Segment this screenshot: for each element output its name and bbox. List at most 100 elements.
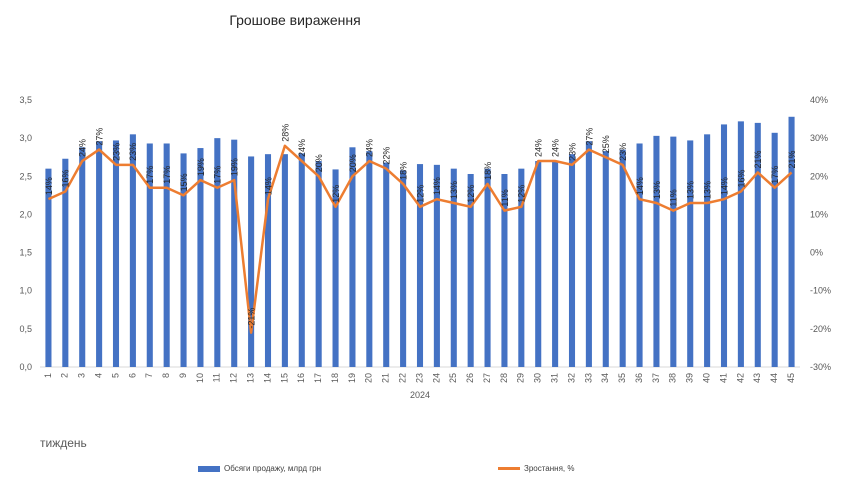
growth-data-label: 22%: [382, 147, 392, 165]
growth-data-label: 15%: [179, 173, 189, 191]
growth-data-label: 13%: [702, 181, 712, 199]
x-axis-tick-label: 27: [482, 373, 492, 383]
x-axis-tick-label: 2: [60, 373, 70, 378]
x-axis-tick-label: 29: [516, 373, 526, 383]
growth-data-label: 17%: [213, 166, 223, 184]
x-axis-tick-label: 37: [651, 373, 661, 383]
x-axis-tick-label: 5: [110, 373, 120, 378]
growth-data-labels: 14% 16% 24% 27% 23% 23% 17% 17% 15% 19% 17% 19% -21%…: [44, 124, 797, 329]
x-axis-tick-label: 14: [262, 373, 272, 383]
left-axis-tick-label: 3,5: [19, 95, 32, 105]
x-axis-tick-label: 12: [229, 373, 239, 383]
x-axis-tick-label: 15: [279, 373, 289, 383]
left-axis-tick-label: 0,0: [19, 362, 32, 372]
sales-bar: [416, 164, 424, 367]
growth-data-label: 27%: [94, 128, 104, 146]
sales-bar: [535, 161, 542, 367]
sales-bar: [720, 124, 728, 367]
left-axis-tick-label: 2,0: [19, 209, 32, 219]
sales-bar: [704, 134, 711, 367]
sales-bar: [112, 140, 120, 367]
sales-bar: [281, 154, 288, 367]
sales-bar: [450, 168, 457, 367]
x-axis-tick-label: 9: [178, 373, 188, 378]
x-axis-tick-label: 20: [364, 373, 374, 383]
growth-data-label: 20%: [314, 154, 324, 172]
sales-bar: [552, 161, 559, 367]
growth-data-label: 23%: [618, 143, 628, 161]
right-axis-tick-label: 0%: [810, 248, 823, 258]
growth-data-label: 23%: [111, 143, 121, 161]
sales-bar: [670, 136, 677, 367]
growth-data-label: 24%: [78, 139, 88, 157]
growth-data-label: 21%: [753, 150, 763, 168]
growth-data-label: 20%: [348, 154, 358, 172]
x-axis-tick-label: 23: [414, 373, 424, 383]
chart-title: Грошове вираження: [229, 12, 361, 28]
right-axis-ticks: -30% -20% -10% 0% 10% 20% 30% 40%: [810, 95, 831, 372]
x-axis-tick-label: 38: [668, 373, 678, 383]
sales-bar: [366, 151, 373, 367]
x-axis-tick-label: 19: [347, 373, 357, 383]
sales-bar: [619, 149, 626, 367]
sales-bar: [653, 135, 660, 367]
growth-data-label: 24%: [534, 139, 544, 157]
sales-bar: [298, 153, 305, 367]
x-axis-tick-label: 43: [752, 373, 762, 383]
growth-data-label: 12%: [331, 185, 341, 203]
left-axis-ticks: 0,0 0,5 1,0 1,5 2,0 2,5 3,0 3,5: [19, 95, 32, 372]
growth-data-label: 21%: [787, 150, 797, 168]
growth-data-label: 18%: [483, 162, 493, 180]
sales-bar: [501, 173, 508, 367]
growth-data-label: 24%: [365, 139, 375, 157]
right-axis-tick-label: 30%: [810, 133, 828, 143]
left-axis-tick-label: 1,5: [19, 248, 32, 258]
x-axis-tick-label: 3: [77, 373, 87, 378]
growth-data-label: 17%: [770, 166, 780, 184]
sales-bar: [602, 151, 609, 367]
x-axis-tick-label: 16: [296, 373, 306, 383]
growth-data-label: 14%: [635, 177, 645, 195]
x-axis-tick-label: 21: [381, 373, 391, 383]
growth-data-label: 19%: [196, 158, 206, 176]
x-axis-tick-label: 17: [313, 373, 323, 383]
right-axis-tick-label: 20%: [810, 171, 828, 181]
growth-data-label: 11%: [669, 189, 679, 206]
growth-data-label: 19%: [230, 158, 240, 176]
x-axis-tick-label: 10: [195, 373, 205, 383]
x-axis-tick-label: 33: [583, 373, 593, 383]
x-axis-tick-label: 18: [330, 373, 340, 383]
sales-bar: [636, 143, 643, 367]
growth-data-label: 14%: [719, 177, 729, 195]
growth-data-label: 13%: [686, 181, 696, 199]
sales-bar: [568, 154, 576, 367]
x-axis-tick-label: 4: [93, 373, 103, 378]
sales-bar: [197, 148, 204, 367]
x-axis-tick-label: 13: [245, 373, 255, 383]
sales-bar: [383, 162, 390, 367]
sales-bar: [214, 138, 221, 367]
sales-bar: [231, 139, 238, 367]
sales-bar: [180, 153, 187, 367]
sales-bar: [737, 121, 744, 367]
growth-data-label: 27%: [584, 128, 594, 146]
left-axis-tick-label: 3,0: [19, 133, 32, 143]
growth-data-label: 16%: [61, 170, 71, 188]
growth-data-label: 25%: [601, 135, 611, 153]
x-axis-year-label: 2024: [410, 390, 430, 400]
sales-bar: [96, 141, 103, 367]
x-axis-tick-label: 28: [499, 373, 509, 383]
growth-data-label: 17%: [162, 166, 172, 184]
growth-line: [47, 144, 793, 334]
sales-bar: [349, 147, 356, 367]
right-axis-tick-label: -30%: [810, 362, 831, 372]
left-axis-tick-label: 2,5: [19, 171, 32, 181]
x-axis-tick-label: 24: [431, 373, 441, 383]
sales-bars: [45, 116, 795, 367]
x-axis-tick-label: 41: [718, 373, 728, 383]
sales-bar: [467, 173, 474, 367]
x-axis-tick-label: 45: [786, 373, 796, 383]
sales-bar: [433, 164, 440, 367]
sales-bar: [248, 156, 255, 367]
